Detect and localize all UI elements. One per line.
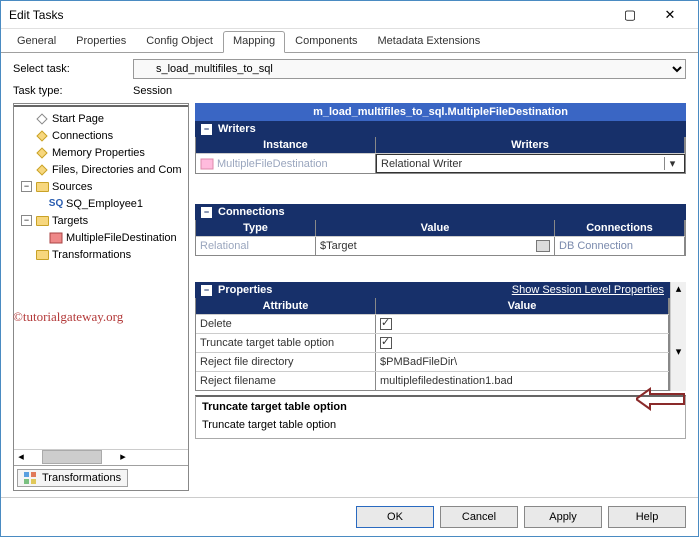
transformations-icon bbox=[24, 472, 38, 484]
select-task-dropdown[interactable]: s_load_multifiles_to_sql bbox=[133, 59, 686, 79]
close-button[interactable]: ✕ bbox=[650, 3, 690, 27]
tree-item-multiplefiledestination[interactable]: MultipleFileDestination bbox=[17, 229, 188, 246]
connections-grid: Type Value Connections Relational $Targe… bbox=[195, 220, 686, 256]
apply-button[interactable]: Apply bbox=[524, 506, 602, 528]
show-session-level-link[interactable]: Show Session Level Properties bbox=[512, 284, 664, 296]
collapse-icon[interactable]: − bbox=[21, 215, 32, 226]
tree-item-sources[interactable]: −Sources bbox=[17, 178, 188, 195]
maximize-button[interactable]: ▢ bbox=[610, 3, 650, 27]
description-title: Truncate target table option bbox=[202, 401, 679, 413]
help-button[interactable]: Help bbox=[608, 506, 686, 528]
tree-item-files-directories[interactable]: Files, Directories and Com bbox=[17, 161, 188, 178]
tab-properties[interactable]: Properties bbox=[66, 31, 136, 52]
collapse-icon[interactable]: − bbox=[201, 207, 212, 218]
select-task-field: s_load_multifiles_to_sql bbox=[133, 59, 686, 79]
property-row-truncate[interactable]: Truncate target table option bbox=[196, 333, 669, 352]
mapping-header: m_load_multifiles_to_sql.MultipleFileDes… bbox=[195, 103, 686, 121]
tree-horizontal-scrollbar[interactable]: ◂▸ bbox=[14, 449, 188, 465]
truncate-checkbox[interactable] bbox=[380, 337, 392, 349]
dropdown-icon[interactable]: ▾ bbox=[664, 157, 680, 170]
tree-item-sq-employee1[interactable]: SQSQ_Employee1 bbox=[17, 195, 188, 212]
connections-col-type: Type bbox=[196, 220, 316, 236]
task-type-row: Task type: Session bbox=[1, 85, 698, 103]
property-row-reject-dir[interactable]: Reject file directory $PMBadFileDir\ bbox=[196, 352, 669, 371]
connections-section-header: − Connections bbox=[195, 204, 686, 220]
tab-config-object[interactable]: Config Object bbox=[136, 31, 223, 52]
edit-tasks-window: Edit Tasks ▢ ✕ General Properties Config… bbox=[0, 0, 699, 537]
description-text: Truncate target table option bbox=[202, 419, 679, 431]
tree-item-targets[interactable]: −Targets bbox=[17, 212, 188, 229]
cancel-button[interactable]: Cancel bbox=[440, 506, 518, 528]
task-type-value: Session bbox=[133, 85, 686, 97]
properties-area: − Properties Show Session Level Properti… bbox=[195, 282, 686, 391]
window-title: Edit Tasks bbox=[9, 8, 610, 22]
tree-item-start-page[interactable]: Start Page bbox=[17, 110, 188, 127]
delete-checkbox[interactable] bbox=[380, 318, 392, 330]
properties-grid: Attribute Value Delete Truncate target t… bbox=[195, 298, 670, 391]
dialog-buttons: OK Cancel Apply Help bbox=[1, 497, 698, 536]
property-row-reject-filename[interactable]: Reject filename multiplefiledestination1… bbox=[196, 371, 669, 390]
tree-item-transformations[interactable]: Transformations bbox=[17, 246, 188, 263]
properties-section-header: − Properties Show Session Level Properti… bbox=[195, 282, 670, 298]
tree-item-connections[interactable]: Connections bbox=[17, 127, 188, 144]
right-panel: m_load_multifiles_to_sql.MultipleFileDes… bbox=[195, 103, 686, 491]
properties-scrollbar[interactable]: ▴ ▾ bbox=[670, 282, 686, 391]
ok-button[interactable]: OK bbox=[356, 506, 434, 528]
properties-col-attribute: Attribute bbox=[196, 298, 376, 314]
collapse-icon[interactable]: − bbox=[201, 124, 212, 135]
watermark: ©tutorialgateway.org bbox=[13, 309, 123, 325]
tab-mapping[interactable]: Mapping bbox=[223, 31, 285, 53]
browse-icon[interactable] bbox=[536, 240, 550, 252]
connections-row[interactable]: Relational $Target DB Connection bbox=[196, 236, 685, 255]
properties-col-value: Value bbox=[376, 298, 669, 314]
navigation-tree[interactable]: Start Page Connections Memory Properties… bbox=[14, 107, 188, 449]
writers-row[interactable]: MultipleFileDestination Relational Write… bbox=[196, 153, 685, 173]
target-icon bbox=[49, 231, 63, 245]
writers-col-instance: Instance bbox=[196, 137, 376, 153]
tab-general[interactable]: General bbox=[7, 31, 66, 52]
annotation-arrow-icon bbox=[636, 387, 686, 411]
tab-metadata-extensions[interactable]: Metadata Extensions bbox=[368, 31, 491, 52]
connections-col-connections: Connections bbox=[555, 220, 685, 236]
connections-col-value: Value bbox=[316, 220, 555, 236]
titlebar: Edit Tasks ▢ ✕ bbox=[1, 1, 698, 29]
tree-tab-transformations[interactable]: Transformations bbox=[17, 469, 128, 487]
collapse-icon[interactable]: − bbox=[201, 285, 212, 296]
tree-panel: Start Page Connections Memory Properties… bbox=[13, 103, 189, 491]
task-type-label: Task type: bbox=[13, 85, 133, 97]
tree-item-memory-properties[interactable]: Memory Properties bbox=[17, 144, 188, 161]
sq-icon: SQ bbox=[49, 197, 63, 211]
property-row-delete[interactable]: Delete bbox=[196, 314, 669, 333]
writers-section-header: − Writers bbox=[195, 121, 686, 137]
main-area: Start Page Connections Memory Properties… bbox=[1, 103, 698, 497]
target-icon bbox=[200, 158, 214, 170]
tree-bottom-tabs: Transformations bbox=[14, 465, 188, 490]
description-box: Truncate target table option Truncate ta… bbox=[195, 395, 686, 439]
select-task-label: Select task: bbox=[13, 63, 133, 75]
tab-components[interactable]: Components bbox=[285, 31, 367, 52]
main-tabs: General Properties Config Object Mapping… bbox=[1, 29, 698, 53]
collapse-icon[interactable]: − bbox=[21, 181, 32, 192]
writers-grid: Instance Writers MultipleFileDestination… bbox=[195, 137, 686, 174]
select-task-row: Select task: s_load_multifiles_to_sql bbox=[1, 53, 698, 85]
writers-col-writers: Writers bbox=[376, 137, 685, 153]
